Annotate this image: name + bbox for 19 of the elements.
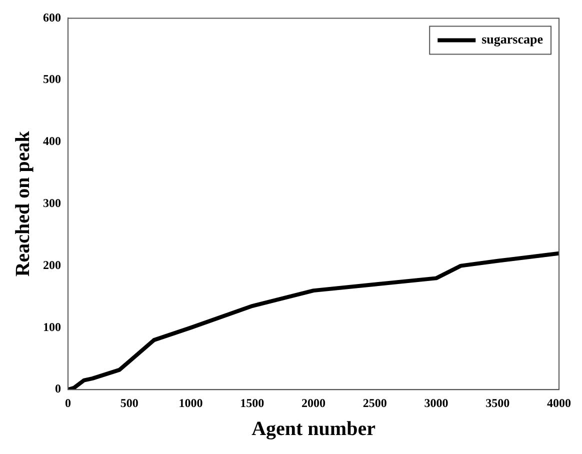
x-tick-label: 3000 xyxy=(424,396,448,410)
x-tick-label: 3500 xyxy=(486,396,510,410)
legend-label: sugarscape xyxy=(482,32,544,47)
y-tick-label: 200 xyxy=(43,258,61,272)
x-axis-title: Agent number xyxy=(252,418,376,440)
y-tick-label: 500 xyxy=(43,72,61,86)
y-axis-title: Reached on peak xyxy=(12,130,34,277)
x-tick-label: 0 xyxy=(65,396,71,410)
x-tick-label: 2000 xyxy=(302,396,326,410)
y-tick-label: 400 xyxy=(43,134,61,148)
y-tick-label: 300 xyxy=(43,196,61,210)
y-tick-label: 0 xyxy=(55,382,61,396)
x-tick-label: 4000 xyxy=(547,396,571,410)
y-tick-label: 100 xyxy=(43,320,61,334)
x-tick-label: 1500 xyxy=(240,396,264,410)
y-tick-label: 600 xyxy=(43,10,61,24)
x-tick-label: 500 xyxy=(120,396,138,410)
x-tick-label: 1000 xyxy=(178,396,203,410)
x-tick-label: 2500 xyxy=(362,396,387,410)
